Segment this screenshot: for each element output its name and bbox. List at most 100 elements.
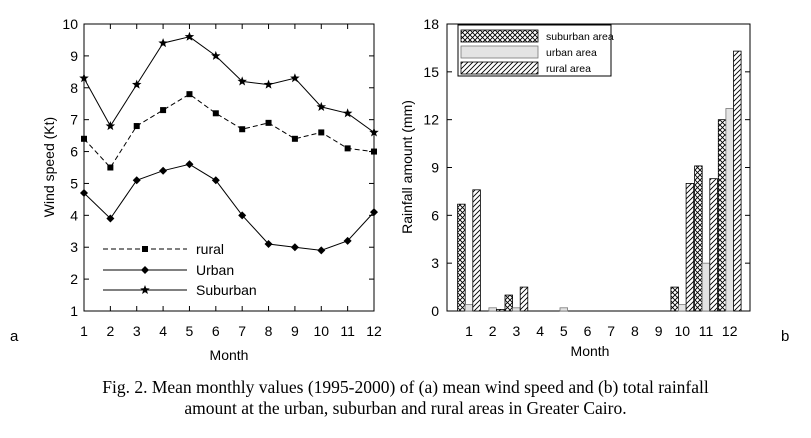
x-tick-label-b: 12	[722, 323, 738, 339]
x-tick-label-a: 8	[265, 323, 273, 339]
series-line-urban	[83, 163, 375, 251]
bar-suburban-area	[694, 165, 703, 312]
bar-rural-area	[519, 286, 529, 312]
legend-label-urban: Urban	[196, 262, 234, 278]
y-tick-label-b: 18	[423, 16, 439, 32]
data-point-suburban	[290, 73, 300, 83]
legend-swatch-suburban-area	[460, 29, 539, 43]
panel-a-label: a	[10, 328, 19, 345]
x-axis-label-a: Month	[210, 347, 249, 363]
bar-urban-area	[678, 304, 687, 312]
data-point-rural	[81, 135, 87, 142]
bar-urban-area	[559, 307, 568, 312]
x-tick-label-a: 3	[133, 323, 141, 339]
bar-rural-area	[733, 50, 742, 312]
bar-urban-area	[701, 262, 711, 312]
x-tick-label-a: 9	[291, 323, 299, 339]
y-tick-label-a: 3	[70, 239, 78, 255]
y-tick-label-b: 6	[431, 207, 439, 223]
data-point-rural	[371, 148, 377, 155]
x-tick-label-b: 7	[607, 323, 615, 339]
bar-rural-area	[709, 178, 718, 312]
y-tick-label-a: 2	[70, 271, 78, 287]
x-tick-label-a: 7	[238, 323, 246, 339]
x-tick-label-b: 10	[675, 323, 691, 339]
x-tick-label-a: 11	[340, 323, 355, 339]
y-tick-label-a: 6	[70, 144, 78, 160]
data-point-urban	[264, 240, 273, 249]
data-point-rural	[186, 91, 193, 98]
x-tick-label-b: 5	[560, 323, 568, 339]
data-point-rural	[133, 123, 140, 130]
data-point-suburban	[158, 38, 168, 48]
legend-label-suburban-area: suburban area	[546, 31, 614, 43]
data-point-rural	[265, 119, 272, 126]
x-tick-label-b: 2	[489, 323, 497, 339]
x-tick-label-a: 6	[212, 323, 220, 339]
y-tick-label-a: 10	[62, 16, 78, 32]
legend-label-rural: rural	[196, 241, 224, 257]
x-tick-label-a: 5	[186, 323, 194, 339]
x-tick-label-b: 4	[536, 323, 544, 339]
data-point-urban	[185, 160, 194, 169]
x-tick-label-a: 10	[313, 323, 329, 339]
bar-rural-area	[496, 309, 505, 312]
x-tick-label-a: 12	[366, 323, 382, 339]
data-point-suburban	[237, 76, 247, 86]
caption-line-1: Fig. 2. Mean monthly values (1995-2000) …	[102, 377, 709, 397]
data-point-suburban	[79, 73, 89, 83]
bar-suburban-area	[717, 119, 727, 312]
y-tick-label-a: 8	[70, 80, 78, 96]
data-point-rural	[212, 110, 219, 117]
x-tick-label-b: 3	[513, 323, 521, 339]
y-tick-label-b: 15	[423, 64, 439, 80]
data-point-urban	[290, 243, 299, 252]
x-tick-label-a: 4	[159, 323, 167, 339]
plot-a-frame	[83, 23, 375, 312]
data-point-rural	[107, 164, 114, 171]
legend-a: rural Urban Suburban	[103, 241, 257, 298]
y-tick-label-a: 9	[70, 48, 78, 64]
legend-swatch-urban-area	[460, 45, 539, 59]
x-tick-label-b: 1	[465, 323, 473, 339]
figure-caption: Fig. 2. Mean monthly values (1995-2000) …	[0, 377, 811, 419]
legend-swatch-rural-area	[460, 61, 539, 75]
bar-rural-area	[472, 189, 481, 312]
legend-label-urban-area: urban area	[546, 47, 597, 59]
data-point-rural	[291, 135, 298, 142]
y-tick-label-b: 3	[431, 255, 439, 271]
data-point-suburban	[316, 101, 327, 111]
x-tick-label-a: 1	[80, 323, 88, 339]
x-tick-label-b: 9	[655, 323, 663, 339]
y-tick-label-a: 4	[70, 207, 78, 223]
y-axis-label-a: Wind speed (Kt)	[41, 117, 57, 217]
x-tick-label-b: 8	[631, 323, 639, 339]
bar-suburban-area	[504, 294, 513, 312]
y-tick-label-b: 9	[431, 160, 439, 176]
x-tick-label-b: 11	[699, 323, 714, 339]
bar-urban-area	[488, 307, 497, 312]
y-tick-label-a: 1	[70, 303, 78, 319]
legend-label-rural-area: rural area	[546, 63, 591, 75]
legend-b: suburban area urban area rural area	[457, 24, 614, 77]
data-point-urban	[80, 189, 88, 198]
data-point-urban	[317, 246, 326, 255]
bar-suburban-area	[670, 286, 679, 312]
data-point-suburban	[184, 31, 195, 41]
data-point-suburban	[131, 79, 142, 89]
y-tick-label-b: 0	[431, 303, 439, 319]
panel-b-label: b	[781, 328, 789, 345]
data-point-urban	[132, 176, 141, 185]
data-point-urban	[159, 166, 168, 175]
series-line-suburban	[83, 36, 375, 133]
caption-line-2: amount at the urban, suburban and rural …	[184, 398, 627, 418]
data-point-urban	[343, 236, 352, 245]
legend-marker-urban	[141, 266, 149, 274]
data-point-suburban	[369, 127, 379, 137]
data-point-rural	[318, 129, 325, 136]
data-point-suburban	[211, 50, 221, 60]
data-point-rural	[344, 145, 351, 152]
